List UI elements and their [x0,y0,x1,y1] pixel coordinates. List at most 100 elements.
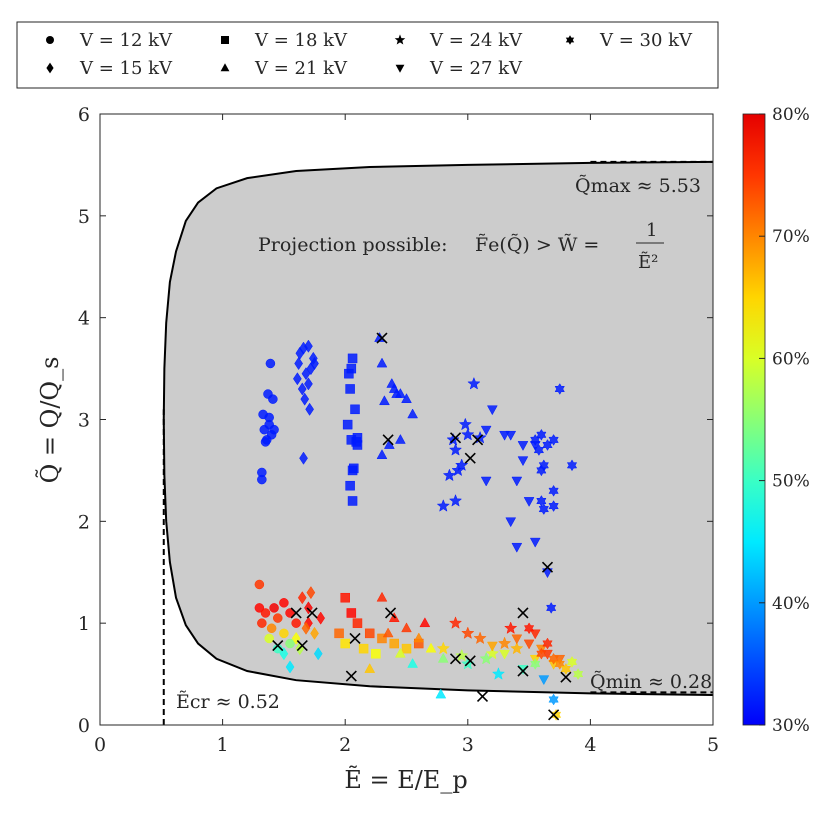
data-point-hexagram [542,439,553,451]
data-point-diamond [299,451,308,465]
colorbar-tick-label: 70% [772,227,810,247]
legend-marker-triangle-up [220,63,230,72]
legend-label: V = 18 kV [254,30,348,51]
data-point-triangle-up [401,393,412,403]
data-point-triangle-up [401,622,412,633]
data-point-diamond [301,621,311,635]
data-point-circle [257,618,267,628]
data-point-triangle-down [511,542,523,553]
data-point-triangle-up [382,627,394,638]
data-point-circle [254,579,265,590]
x-marker [517,665,529,677]
data-point-square [347,353,358,364]
data-point-square [401,643,412,654]
data-point-hexagram [530,657,541,670]
x-axis-label: Ẽ = E/E_p [344,764,467,794]
legend-marker-diamond [46,62,54,74]
data-point-triangle-down [538,675,550,686]
data-point-circle [285,608,295,618]
data-point-star [485,646,499,660]
x-tick-label: 3 [462,734,474,756]
y-tick-label: 2 [78,511,90,533]
data-point-hexagram [536,464,547,477]
data-point-triangle-up [394,433,406,444]
data-point-square [345,480,355,491]
data-point-circle [268,394,278,404]
data-point-diamond [313,647,323,661]
x-tick-label: 1 [217,734,229,756]
data-point-circle [264,412,274,423]
annotation-qmax: Q̃max ≈ 5.53 [575,175,701,197]
data-point-diamond [310,356,319,371]
data-point-diamond [292,372,302,386]
data-point-hexagram [573,668,584,681]
data-point-star [497,636,512,650]
data-point-star [504,621,518,634]
data-point-star [448,493,463,507]
data-point-square [377,633,387,644]
data-point-triangle-up [413,632,425,643]
data-point-square [334,628,344,639]
data-point-hexagram [542,637,553,650]
data-point-hexagram [533,444,545,456]
data-point-triangle-down [542,568,553,579]
x-tick-label: 2 [339,734,351,756]
data-point-circle [285,638,295,649]
y-tick-label: 4 [78,308,90,330]
x-marker [290,607,302,619]
data-point-triangle-down [480,476,492,487]
data-point-diamond [316,611,325,625]
data-point-square [389,638,399,649]
data-point-circle [254,603,265,613]
x-tick-label: 5 [707,734,719,756]
data-point-hexagram [560,663,572,675]
data-point-triangle-down [517,456,529,467]
data-point-diamond [304,601,313,615]
data-point-triangle-up [364,663,376,673]
data-point-star [448,616,463,629]
y-tick-label: 5 [78,206,90,228]
data-point-diamond [297,591,307,605]
data-point-hexagram [530,434,541,446]
x-marker [548,709,560,721]
data-point-circle [266,430,277,440]
data-point-diamond [304,377,313,391]
data-point-square [344,368,354,379]
data-point-triangle-down [529,537,541,548]
data-point-diamond [304,339,313,353]
data-point-triangle-down [523,639,535,650]
x-marker [476,690,489,703]
data-point-circle [265,358,276,369]
x-marker [560,671,572,683]
x-tick-label: 4 [584,734,596,756]
data-point-square [346,608,357,618]
data-point-triangle-up [376,449,388,459]
data-point-square [340,592,350,603]
data-point-square [371,648,381,659]
y-axis-label: Q̃ = Q/Q_s [36,357,64,484]
data-point-triangle-down [499,649,510,660]
data-point-diamond [279,647,289,661]
colorbar: 30% 40% 50% 60% 70% 80% [742,105,810,736]
fraction-numerator: 1 [646,220,657,241]
data-point-triangle-up [407,408,419,419]
region-fill [163,161,713,695]
data-point-square [352,433,363,443]
data-point-hexagram [536,647,547,660]
colorbar-gradient [742,113,766,726]
x-marker [541,561,554,573]
region-label: Projection possible: [258,234,448,256]
x-marker [349,632,361,645]
legend-label: V = 12 kV [79,30,173,51]
data-point-hexagram [566,459,578,472]
x-marker [517,607,529,619]
y-tick-label: 0 [78,715,90,737]
x-marker [449,653,462,665]
data-point-diamond [300,392,310,406]
data-point-triangle-up [379,395,390,406]
colorbar-tick-label: 50% [772,472,810,492]
data-point-circle [257,467,267,478]
data-point-star [455,648,469,662]
data-point-star [442,468,457,482]
data-point-triangle-down [505,517,517,528]
